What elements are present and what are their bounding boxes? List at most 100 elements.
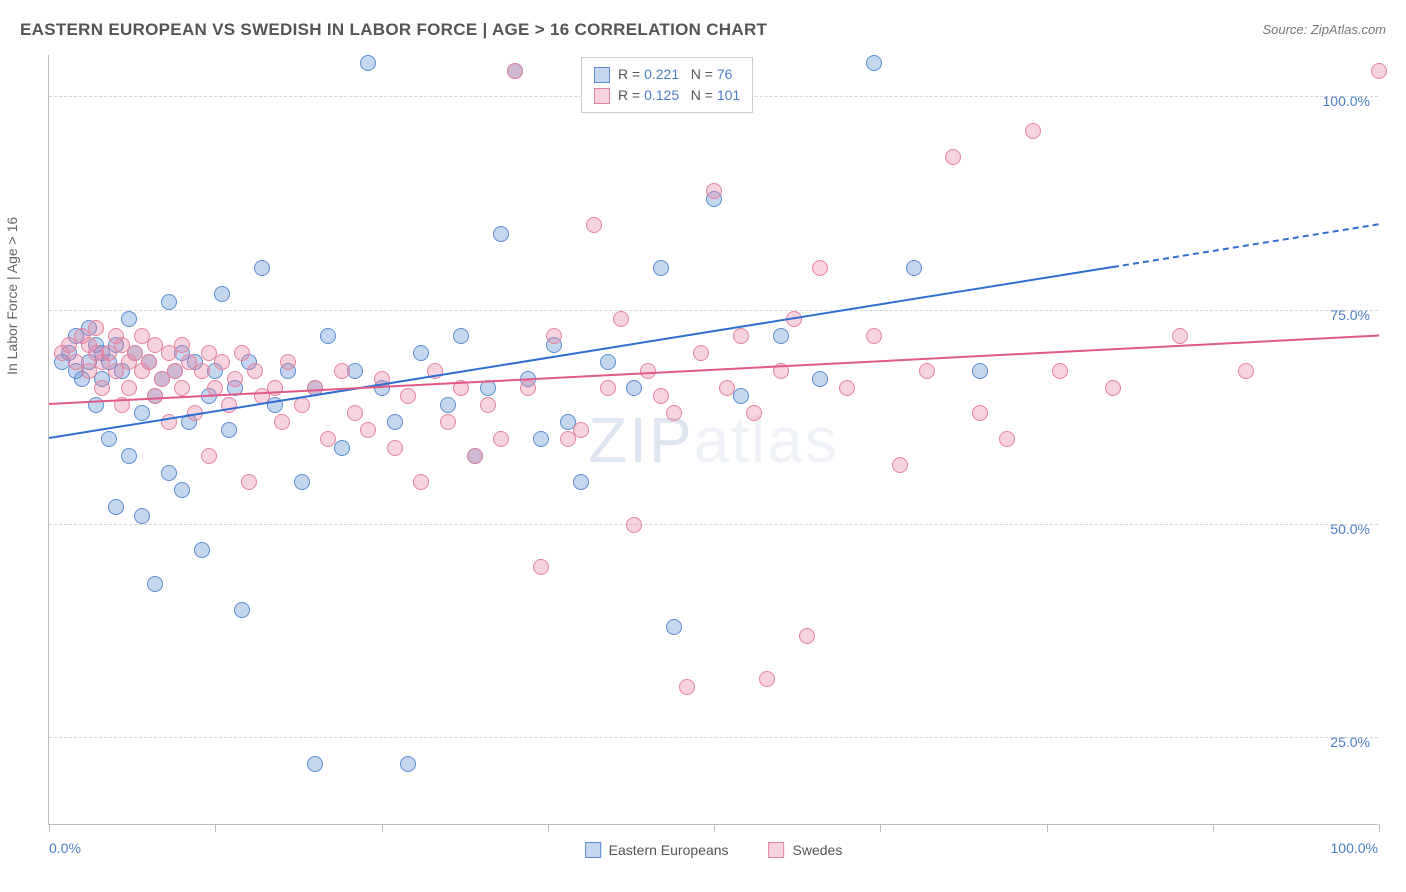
scatter-point-swedes <box>626 517 642 533</box>
scatter-point-swedes <box>573 422 589 438</box>
gridline <box>49 524 1378 525</box>
scatter-point-swedes <box>706 183 722 199</box>
legend-label: Swedes <box>793 842 843 858</box>
scatter-point-eastern_europeans <box>88 397 104 413</box>
scatter-point-eastern_europeans <box>147 576 163 592</box>
x-tick <box>49 824 50 832</box>
scatter-point-swedes <box>600 380 616 396</box>
scatter-point-eastern_europeans <box>453 328 469 344</box>
y-tick-label: 50.0% <box>1330 521 1370 537</box>
scatter-point-eastern_europeans <box>101 431 117 447</box>
series-legend: Eastern Europeans Swedes <box>585 842 843 858</box>
scatter-point-swedes <box>945 149 961 165</box>
scatter-point-eastern_europeans <box>360 55 376 71</box>
legend-row: R = 0.221 N = 76 <box>594 64 740 85</box>
x-tick <box>880 824 881 832</box>
scatter-point-swedes <box>586 217 602 233</box>
y-axis-label: In Labor Force | Age > 16 <box>4 217 20 375</box>
scatter-point-swedes <box>360 422 376 438</box>
scatter-point-swedes <box>88 320 104 336</box>
scatter-point-swedes <box>733 328 749 344</box>
legend-row: R = 0.125 N = 101 <box>594 85 740 106</box>
correlation-legend: R = 0.221 N = 76R = 0.125 N = 101 <box>581 57 753 113</box>
scatter-point-eastern_europeans <box>866 55 882 71</box>
scatter-point-swedes <box>94 380 110 396</box>
scatter-point-swedes <box>141 354 157 370</box>
scatter-point-eastern_europeans <box>600 354 616 370</box>
scatter-point-swedes <box>280 354 296 370</box>
scatter-point-eastern_europeans <box>254 260 270 276</box>
scatter-point-eastern_europeans <box>121 311 137 327</box>
legend-text: R = 0.221 N = 76 <box>618 64 732 85</box>
x-axis-label-right: 100.0% <box>1331 840 1378 856</box>
gridline <box>49 737 1378 738</box>
scatter-point-swedes <box>546 328 562 344</box>
legend-swatch <box>769 842 785 858</box>
scatter-point-swedes <box>247 363 263 379</box>
legend-item: Swedes <box>769 842 843 858</box>
scatter-point-eastern_europeans <box>121 448 137 464</box>
legend-label: Eastern Europeans <box>609 842 729 858</box>
scatter-point-eastern_europeans <box>773 328 789 344</box>
scatter-point-eastern_europeans <box>134 508 150 524</box>
scatter-point-eastern_europeans <box>294 474 310 490</box>
scatter-point-eastern_europeans <box>573 474 589 490</box>
scatter-point-eastern_europeans <box>234 602 250 618</box>
scatter-point-swedes <box>1172 328 1188 344</box>
scatter-point-swedes <box>666 405 682 421</box>
scatter-point-eastern_europeans <box>653 260 669 276</box>
x-tick <box>714 824 715 832</box>
scatter-point-swedes <box>480 397 496 413</box>
scatter-point-swedes <box>400 388 416 404</box>
scatter-point-swedes <box>1371 63 1387 79</box>
plot-area: ZIPatlas 25.0%50.0%75.0%100.0%0.0%100.0%… <box>48 55 1378 825</box>
chart-title: EASTERN EUROPEAN VS SWEDISH IN LABOR FOR… <box>20 20 767 40</box>
scatter-point-swedes <box>320 431 336 447</box>
scatter-point-swedes <box>507 63 523 79</box>
scatter-point-eastern_europeans <box>533 431 549 447</box>
scatter-point-eastern_europeans <box>161 294 177 310</box>
scatter-point-eastern_europeans <box>626 380 642 396</box>
x-tick <box>1047 824 1048 832</box>
scatter-point-swedes <box>227 371 243 387</box>
scatter-point-swedes <box>866 328 882 344</box>
scatter-point-swedes <box>201 448 217 464</box>
legend-swatch <box>594 67 610 83</box>
scatter-point-swedes <box>812 260 828 276</box>
gridline <box>49 310 1378 311</box>
scatter-point-swedes <box>194 363 210 379</box>
scatter-point-swedes <box>520 380 536 396</box>
scatter-point-swedes <box>174 380 190 396</box>
scatter-point-swedes <box>1052 363 1068 379</box>
x-tick <box>548 824 549 832</box>
scatter-point-swedes <box>467 448 483 464</box>
scatter-point-swedes <box>440 414 456 430</box>
scatter-point-eastern_europeans <box>440 397 456 413</box>
scatter-point-swedes <box>334 363 350 379</box>
scatter-point-swedes <box>121 380 137 396</box>
scatter-point-eastern_europeans <box>134 405 150 421</box>
scatter-point-eastern_europeans <box>161 465 177 481</box>
scatter-point-swedes <box>640 363 656 379</box>
scatter-point-swedes <box>533 559 549 575</box>
x-tick <box>215 824 216 832</box>
scatter-point-swedes <box>241 474 257 490</box>
scatter-point-eastern_europeans <box>194 542 210 558</box>
scatter-point-swedes <box>919 363 935 379</box>
scatter-point-swedes <box>387 440 403 456</box>
scatter-point-swedes <box>214 354 230 370</box>
scatter-point-swedes <box>679 679 695 695</box>
scatter-point-swedes <box>799 628 815 644</box>
scatter-point-swedes <box>174 337 190 353</box>
scatter-point-swedes <box>613 311 629 327</box>
scatter-point-swedes <box>999 431 1015 447</box>
scatter-point-swedes <box>653 388 669 404</box>
scatter-point-swedes <box>234 345 250 361</box>
scatter-point-eastern_europeans <box>214 286 230 302</box>
scatter-point-eastern_europeans <box>733 388 749 404</box>
scatter-point-swedes <box>972 405 988 421</box>
scatter-point-eastern_europeans <box>387 414 403 430</box>
scatter-point-eastern_europeans <box>812 371 828 387</box>
scatter-point-eastern_europeans <box>108 499 124 515</box>
scatter-point-swedes <box>759 671 775 687</box>
